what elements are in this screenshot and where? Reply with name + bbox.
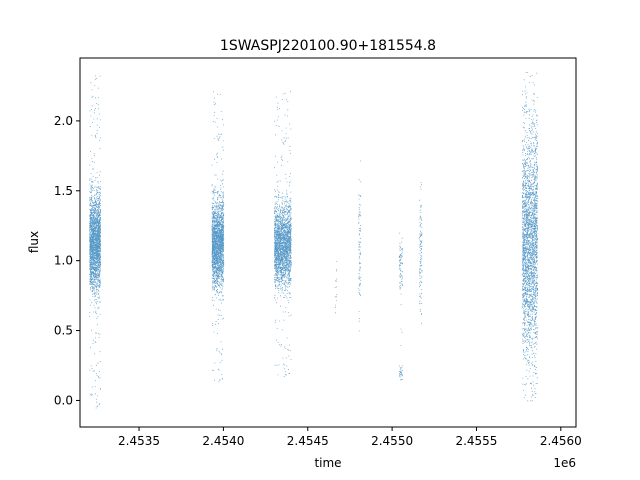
observation-cluster [211, 91, 225, 383]
y-tick-label: 1.5 [54, 184, 73, 198]
y-tick-label: 0.0 [54, 393, 73, 407]
x-tick-label: 2.4555 [455, 434, 497, 448]
x-tick-label: 2.4560 [540, 434, 582, 448]
x-tick-label: 2.4540 [202, 434, 244, 448]
y-tick-label: 0.5 [54, 324, 73, 338]
x-tick-label: 2.4535 [118, 434, 160, 448]
observation-cluster [274, 90, 292, 377]
observation-cluster [334, 261, 338, 314]
chart-title: 1SWASPJ220100.90+181554.8 [220, 38, 436, 54]
observation-cluster [398, 232, 403, 346]
y-axis-label: flux [27, 231, 41, 253]
observation-cluster [398, 365, 403, 381]
observation-cluster [358, 160, 362, 332]
x-axis-offset-label: 1e6 [553, 456, 576, 470]
observation-cluster [522, 72, 538, 402]
x-axis-ticks: 2.4535 2.4540 2.4545 2.4550 2.4555 2.4560 [118, 427, 582, 448]
y-axis-ticks: 0.0 0.5 1.0 1.5 2.0 [54, 114, 80, 407]
x-axis-label: time [314, 456, 341, 470]
y-tick-label: 2.0 [54, 114, 73, 128]
y-tick-label: 1.0 [54, 254, 73, 268]
observation-cluster [419, 182, 423, 324]
data-points [89, 72, 538, 409]
x-tick-label: 2.4545 [287, 434, 329, 448]
plot-frame [79, 57, 577, 428]
x-tick-label: 2.4550 [371, 434, 413, 448]
observation-cluster [89, 75, 101, 409]
